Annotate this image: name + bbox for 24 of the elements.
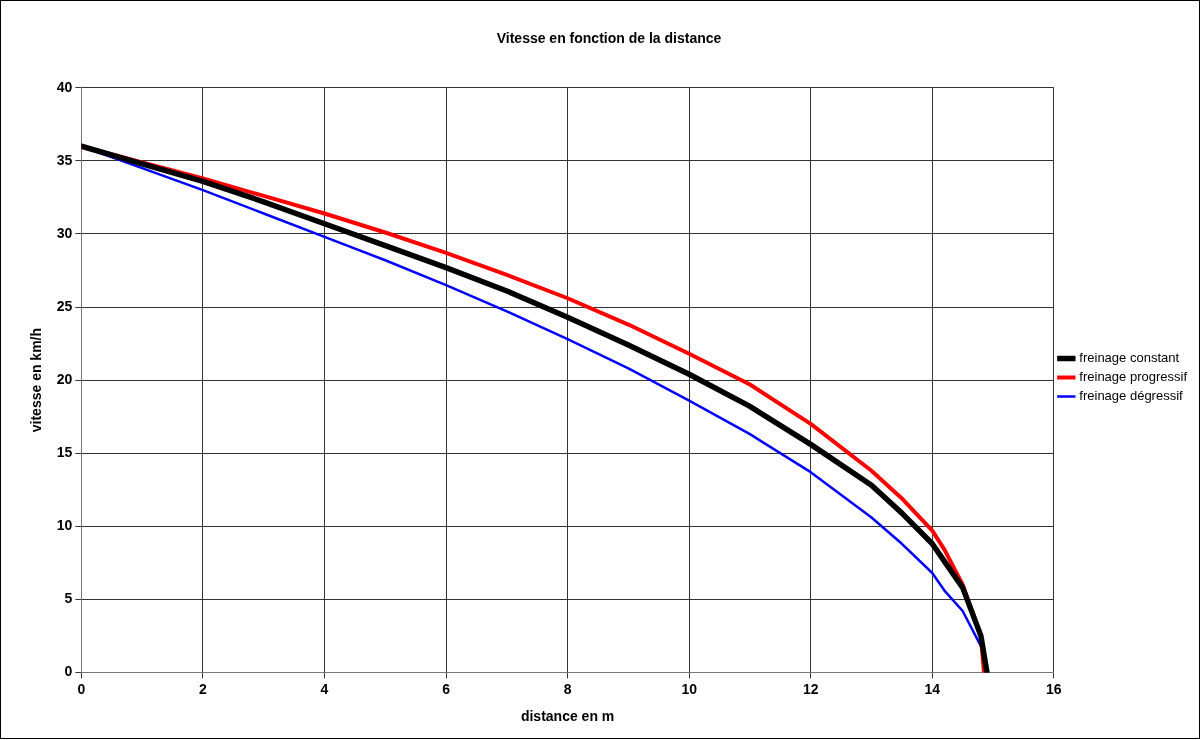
y-tick-label: 0 — [64, 663, 73, 680]
chart-title: Vitesse en fonction de la distance — [496, 30, 722, 47]
y-axis-title: vitesse en km/h — [28, 327, 45, 433]
y-tick-label: 5 — [64, 590, 73, 607]
x-tick-label: 4 — [320, 680, 329, 697]
y-tick-label: 20 — [56, 370, 73, 387]
y-tick-label: 40 — [56, 78, 73, 95]
legend-label: freinage constant — [1079, 350, 1180, 366]
x-tick-label: 0 — [77, 680, 86, 697]
x-tick-label: 2 — [199, 680, 208, 697]
x-axis-title: distance en m — [520, 708, 615, 725]
x-tick-label: 8 — [563, 680, 572, 697]
x-tick-label: 10 — [681, 680, 698, 697]
x-tick-label: 12 — [802, 680, 819, 697]
x-tick-label: 6 — [442, 680, 451, 697]
y-tick-label: 30 — [56, 224, 73, 241]
x-tick-label: 16 — [1046, 680, 1062, 697]
y-tick-label: 35 — [56, 151, 73, 168]
y-tick-label: 15 — [56, 444, 73, 461]
x-tick-label: 14 — [924, 680, 941, 697]
legend-label: freinage progressif — [1079, 369, 1188, 385]
y-tick-label: 25 — [56, 297, 73, 314]
y-tick-label: 10 — [56, 517, 73, 534]
legend-label: freinage dégressif — [1079, 388, 1184, 404]
